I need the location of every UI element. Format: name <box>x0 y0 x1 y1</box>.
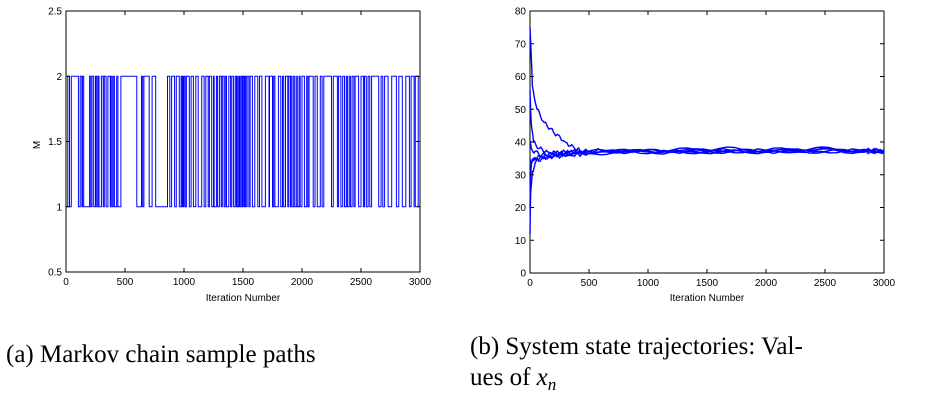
panel-b: 0 500 1000 1500 2000 2500 3000 0 10 20 30 40 50 60 70 8… <box>470 7 896 395</box>
b-ytick-label: 0 <box>520 269 526 280</box>
x-axis-label-a: Iteration Number <box>206 293 281 304</box>
b-xtick-label: 500 <box>581 278 598 289</box>
b-ytick-label: 80 <box>515 7 527 18</box>
a-ytick-label: 0.5 <box>48 268 62 279</box>
a-xtick-label: 1500 <box>232 277 255 288</box>
trajectory-series <box>529 27 885 234</box>
a-xtick-label: 1000 <box>173 277 196 288</box>
caption-b-line1: (b) System state trajectories: Val- <box>470 333 803 360</box>
a-ytick-label: 2.5 <box>48 7 62 18</box>
b-ytick-label: 20 <box>515 203 527 214</box>
a-xtick-label: 500 <box>117 277 134 288</box>
axis-ticks-b: 0 500 1000 1500 2000 2500 3000 0 10 20 30 40 50 60 70 8… <box>515 7 896 290</box>
a-xtick-label: 2000 <box>291 277 314 288</box>
b-xtick-label: 0 <box>527 278 533 289</box>
a-xtick-label: 0 <box>63 277 69 288</box>
b-xtick-label: 2500 <box>814 278 837 289</box>
b-xtick-label: 3000 <box>873 278 896 289</box>
x-axis-label-b: Iteration Number <box>670 293 745 304</box>
plot-area-b <box>529 10 885 274</box>
b-xtick-label: 1500 <box>696 278 719 289</box>
a-xtick-label: 2500 <box>350 277 373 288</box>
trajectory-line <box>529 146 885 165</box>
y-axis-label-a: M <box>32 141 43 149</box>
b-xtick-label: 1000 <box>637 278 660 289</box>
a-ytick-label: 1 <box>56 202 62 213</box>
b-ytick-label: 70 <box>515 39 527 50</box>
caption-b-line2-text: ues of <box>470 364 537 391</box>
a-xtick-label: 3000 <box>409 277 432 288</box>
caption-b-math: x <box>536 364 548 391</box>
markov-chain-path <box>66 75 420 208</box>
caption-a: (a) Markov chain sample paths <box>6 341 316 368</box>
a-ytick-label: 1.5 <box>48 137 62 148</box>
b-xtick-label: 2000 <box>755 278 778 289</box>
trajectory-line <box>529 140 885 158</box>
panel-a: 0 500 1000 1500 2000 2500 3000 0.5 1 1.5 2 2.5 M It… <box>6 7 432 369</box>
a-ytick-label: 2 <box>56 72 62 83</box>
b-ytick-label: 30 <box>515 170 527 181</box>
b-ytick-label: 50 <box>515 105 527 116</box>
caption-b-line2: ues of xn <box>470 364 556 394</box>
b-ytick-label: 40 <box>515 138 527 149</box>
b-ytick-label: 10 <box>515 236 527 247</box>
b-ytick-label: 60 <box>515 72 527 83</box>
caption-b-sub: n <box>548 375 557 394</box>
axis-ticks-a: 0 500 1000 1500 2000 2500 3000 0.5 1 1.5 2 2.5 <box>48 7 431 289</box>
